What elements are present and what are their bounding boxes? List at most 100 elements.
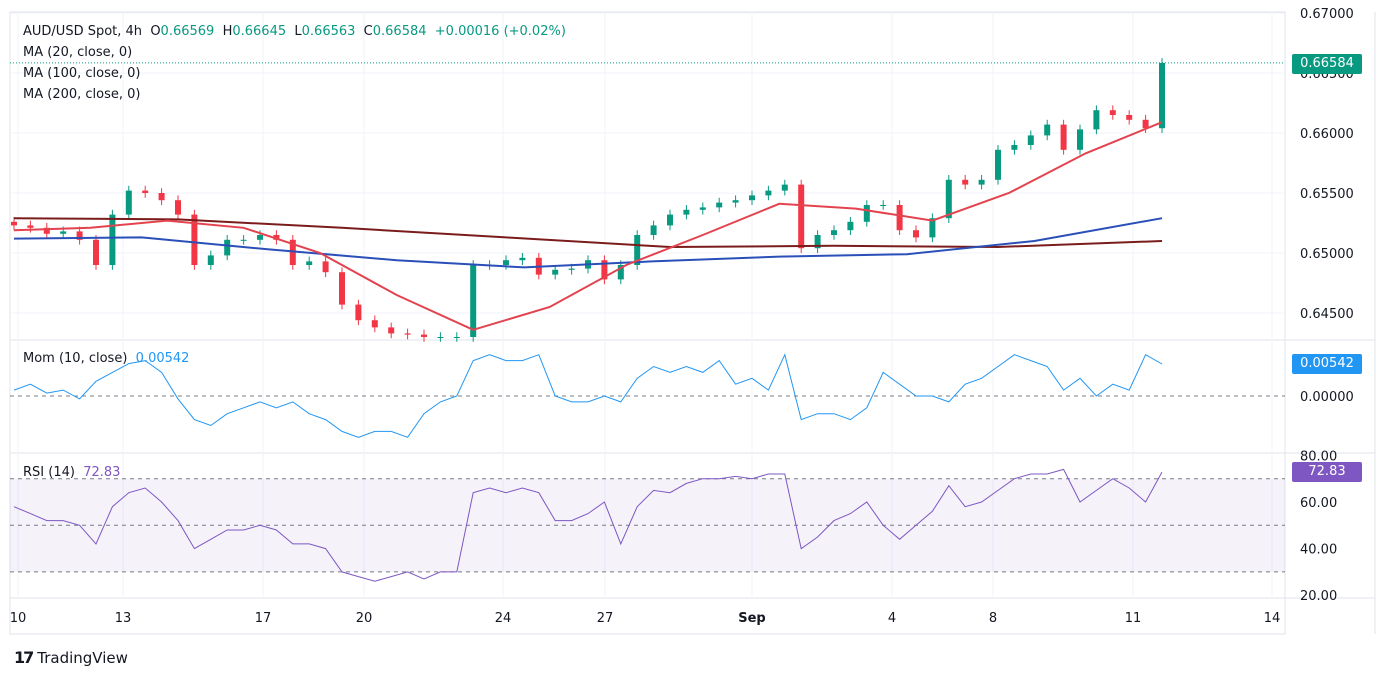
symbol-label[interactable]: AUD/USD Spot, 4h: [23, 24, 143, 39]
mom-title: Mom (10, close): [23, 351, 128, 366]
candle: [667, 214, 673, 226]
candle: [339, 272, 345, 305]
candle: [1044, 124, 1051, 136]
candle: [503, 260, 509, 265]
price-tick-label: 0.64500: [1300, 307, 1354, 322]
time-tick-label: 17: [255, 611, 272, 626]
rsi-title: RSI (14): [23, 465, 75, 480]
change-value: +0.00016 (+0.02%): [434, 24, 566, 39]
time-tick-label: 20: [356, 611, 373, 626]
time-tick-label: 14: [1264, 611, 1281, 626]
low-value: 0.66563: [301, 24, 356, 39]
ma100-legend[interactable]: MA (100, close, 0): [23, 66, 141, 81]
candle: [470, 265, 477, 337]
candle: [355, 304, 362, 321]
high-label: H: [222, 24, 233, 39]
candle: [1159, 62, 1165, 129]
time-tick-label: 27: [597, 611, 614, 626]
candle: [43, 227, 50, 234]
rsi-tick-label: 20.00: [1300, 589, 1337, 604]
rsi-tick-label: 80.00: [1300, 449, 1337, 464]
time-tick-label: 10: [10, 611, 27, 626]
candle: [142, 190, 149, 193]
candle: [847, 221, 854, 231]
brand-label: TradingView: [37, 648, 128, 667]
candle: [1109, 110, 1116, 115]
candle: [1011, 145, 1018, 150]
candle: [978, 179, 985, 185]
candle: [453, 337, 460, 338]
time-tick-label: 24: [495, 611, 512, 626]
mom-value: 0.00542: [135, 351, 190, 366]
rsi-legend[interactable]: RSI (14) 72.83: [23, 465, 120, 480]
candle: [240, 239, 247, 241]
candle: [781, 184, 788, 191]
candle: [519, 257, 526, 261]
candle: [437, 337, 444, 338]
mom-tick-label: 0.00000: [1300, 390, 1354, 405]
candle: [634, 235, 641, 265]
tradingview-logo[interactable]: 17 TradingView: [14, 648, 128, 667]
ma100-line: [13, 217, 1163, 269]
candle: [273, 235, 280, 240]
mom-badge: 0.00542: [1292, 354, 1362, 374]
candle: [207, 255, 214, 265]
candle: [945, 179, 952, 219]
candle: [1060, 124, 1067, 150]
close-label: C: [363, 24, 373, 39]
low-label: L: [294, 24, 302, 39]
candle: [880, 205, 887, 206]
candle: [322, 261, 329, 273]
candle: [995, 149, 1001, 180]
candle: [699, 207, 706, 210]
candle: [421, 334, 427, 337]
candle: [158, 193, 165, 201]
price-tick-label: 0.65000: [1300, 247, 1354, 262]
candle: [175, 200, 181, 215]
candle: [404, 333, 411, 335]
rsi-line: [13, 468, 1163, 582]
candle: [798, 184, 805, 249]
candle: [388, 327, 395, 334]
candle: [1077, 129, 1083, 150]
rsi-tick-label: 40.00: [1300, 543, 1337, 558]
candle: [1027, 135, 1034, 145]
candle: [765, 190, 772, 196]
candle: [962, 179, 969, 185]
time-tick-label: 13: [115, 611, 132, 626]
candle: [683, 209, 690, 215]
high-value: 0.66645: [232, 24, 287, 39]
ma200-legend[interactable]: MA (200, close, 0): [23, 87, 141, 102]
candle: [929, 218, 936, 238]
candle: [371, 320, 378, 328]
ma20-legend[interactable]: MA (20, close, 0): [23, 45, 133, 60]
rsi-value: 72.83: [83, 465, 121, 480]
candle: [93, 239, 99, 265]
time-tick-label: 4: [888, 611, 896, 626]
rsi-badge: 72.83: [1292, 462, 1362, 482]
candle: [27, 225, 34, 228]
candle: [896, 205, 903, 231]
time-tick-label: 8: [989, 611, 997, 626]
price-tick-label: 0.65500: [1300, 187, 1354, 202]
price-tick-label: 0.67000: [1300, 7, 1354, 22]
candle: [11, 221, 17, 226]
rsi-tick-label: 60.00: [1300, 496, 1337, 511]
tv-logo-icon: 17: [14, 648, 34, 667]
candle: [1126, 115, 1133, 120]
candle: [191, 214, 198, 265]
candle: [1093, 110, 1100, 130]
mom-legend[interactable]: Mom (10, close) 0.00542: [23, 351, 189, 366]
candle: [650, 225, 657, 235]
candle: [257, 235, 263, 240]
candle: [125, 190, 132, 215]
candle: [1142, 119, 1149, 129]
open-value: 0.66569: [160, 24, 215, 39]
close-value: 0.66584: [372, 24, 427, 39]
candle: [224, 239, 231, 256]
candle: [568, 268, 575, 270]
candle: [863, 205, 870, 222]
price-tick-label: 0.66000: [1300, 127, 1354, 142]
